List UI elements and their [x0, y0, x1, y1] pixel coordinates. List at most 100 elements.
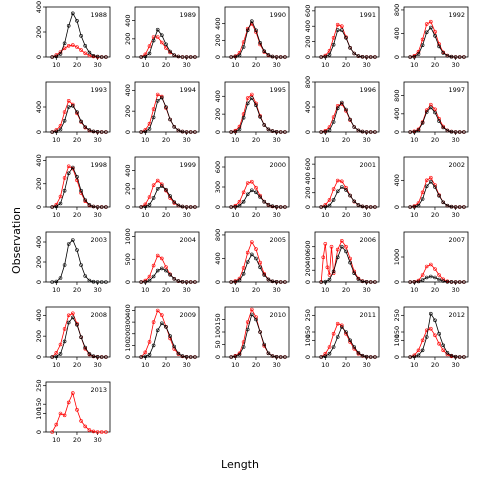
- observed-point: [262, 273, 267, 277]
- panel-1990: 1990 10 20 30 0 200 400: [214, 6, 290, 69]
- observed-point: [155, 187, 160, 191]
- model-point: [155, 178, 160, 183]
- observed-point: [151, 115, 156, 120]
- model-point: [155, 92, 160, 97]
- observed-point: [453, 55, 458, 59]
- observed-point: [99, 130, 104, 134]
- observed-point: [327, 203, 332, 208]
- model-point: [155, 35, 160, 39]
- x-tick-label: 20: [162, 361, 170, 369]
- observed-point: [58, 127, 63, 132]
- y-tick-label: 0: [393, 55, 401, 59]
- x-tick-label: 10: [231, 136, 239, 144]
- model-point: [237, 199, 242, 204]
- observed-point: [193, 355, 197, 359]
- x-tick-label: 20: [252, 286, 260, 294]
- observed-point: [155, 27, 160, 32]
- observed-point: [319, 355, 324, 359]
- observed-point: [266, 351, 271, 356]
- y-tick-label: 250: [393, 309, 401, 321]
- model-point: [71, 311, 75, 316]
- y-tick-label: 0: [214, 280, 222, 284]
- y-tick-label: 200: [124, 328, 132, 340]
- observed-point: [416, 353, 421, 358]
- observed-point: [245, 327, 250, 332]
- observed-point: [344, 188, 348, 192]
- y-tick-label: 0: [214, 130, 222, 134]
- y-tick-label: 150: [214, 313, 222, 325]
- observed-point: [193, 280, 197, 284]
- observed-point: [91, 354, 96, 359]
- observed-point: [168, 117, 172, 122]
- x-tick-label: 20: [342, 286, 350, 294]
- y-tick-label: 1000: [124, 228, 132, 245]
- x-tick-label: 20: [342, 361, 350, 369]
- observed-point: [441, 51, 446, 55]
- observed-point: [428, 179, 433, 184]
- observed-point: [462, 355, 466, 359]
- observed-point: [99, 55, 104, 59]
- observed-point: [233, 204, 238, 209]
- x-tick-label: 10: [410, 211, 418, 219]
- y-tick-label: 150: [393, 326, 401, 338]
- observed-point: [283, 205, 287, 209]
- observed-point: [95, 205, 100, 209]
- observed-point: [83, 345, 87, 350]
- model-point: [331, 187, 336, 191]
- model-point: [91, 429, 96, 434]
- x-tick-label: 30: [362, 136, 370, 144]
- y-tick-label: 800: [214, 229, 222, 241]
- observed-point: [164, 105, 168, 109]
- observed-point: [348, 45, 352, 50]
- y-tick-label: 400: [35, 154, 43, 166]
- model-point: [151, 320, 156, 324]
- panel-year-label: 1996: [359, 86, 376, 94]
- observed-point: [335, 189, 340, 194]
- observed-point: [160, 33, 164, 38]
- observed-point: [79, 119, 83, 124]
- model-point: [151, 183, 156, 187]
- x-tick-label: 10: [410, 61, 418, 69]
- observed-point: [453, 354, 458, 359]
- model-point: [75, 178, 79, 183]
- observed-point: [66, 23, 71, 28]
- observed-line: [410, 312, 464, 358]
- model-point: [428, 175, 433, 180]
- model-point: [321, 255, 326, 260]
- x-tick-label: 30: [451, 286, 459, 294]
- x-tick-label: 30: [93, 136, 101, 144]
- observed-point: [241, 271, 246, 276]
- model-point: [339, 24, 344, 29]
- observed-point: [420, 348, 425, 353]
- observed-point: [147, 51, 152, 56]
- model-point: [424, 264, 429, 269]
- observed-point: [176, 203, 181, 208]
- x-tick-label: 30: [93, 61, 101, 69]
- y-tick-label: 300: [124, 316, 132, 328]
- x-tick-label: 10: [141, 286, 149, 294]
- model-point: [344, 185, 348, 190]
- x-tick-label: 20: [252, 136, 260, 144]
- observed-point: [143, 354, 148, 359]
- observed-point: [433, 318, 437, 323]
- model-point: [323, 351, 328, 356]
- observed-point: [139, 280, 143, 284]
- observed-point: [360, 353, 365, 358]
- observed-point: [283, 55, 287, 59]
- model-point: [99, 430, 104, 434]
- model-point: [420, 273, 425, 277]
- y-tick-label: 0: [214, 355, 222, 359]
- x-tick-label: 10: [321, 136, 329, 144]
- observed-point: [254, 190, 258, 195]
- panel-1998: 1998 10 20 30 0 200 400: [35, 154, 111, 219]
- x-tick-label: 10: [141, 136, 149, 144]
- model-point: [325, 265, 330, 270]
- observed-point: [75, 110, 79, 114]
- observed-point: [79, 335, 83, 340]
- observed-point: [449, 129, 454, 134]
- x-tick-label: 30: [451, 211, 459, 219]
- observed-point: [168, 194, 172, 198]
- panel-frame: [403, 6, 469, 58]
- panel-frame: [224, 6, 290, 58]
